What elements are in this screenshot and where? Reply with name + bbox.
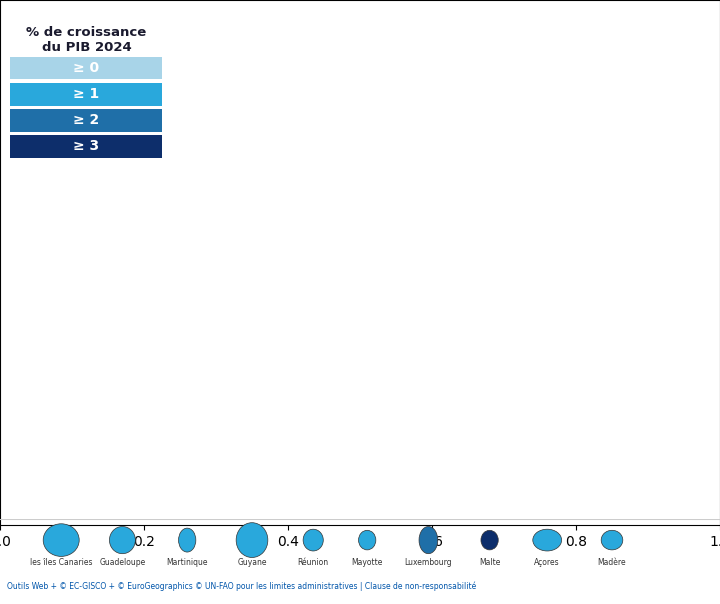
FancyBboxPatch shape (10, 57, 163, 79)
Text: ≥ 1: ≥ 1 (73, 87, 99, 101)
Text: ≥ 3: ≥ 3 (73, 140, 99, 153)
Ellipse shape (236, 522, 268, 557)
Ellipse shape (533, 529, 562, 551)
Ellipse shape (43, 524, 79, 556)
Text: ≥ 2: ≥ 2 (73, 113, 99, 127)
Text: Outils Web + © EC-GISCO + © EuroGeographics © UN-FAO pour les limites administra: Outils Web + © EC-GISCO + © EuroGeograph… (7, 581, 477, 591)
Text: ≥ 0: ≥ 0 (73, 61, 99, 75)
Text: Guadeloupe: Guadeloupe (99, 558, 145, 567)
Ellipse shape (419, 527, 438, 554)
FancyBboxPatch shape (10, 109, 163, 132)
Text: Açores: Açores (534, 558, 560, 567)
Ellipse shape (303, 529, 323, 551)
Text: Guyane: Guyane (238, 558, 266, 567)
Text: Madère: Madère (598, 558, 626, 567)
FancyBboxPatch shape (10, 83, 163, 106)
Text: Luxembourg: Luxembourg (405, 558, 452, 567)
Text: Mayotte: Mayotte (351, 558, 383, 567)
Text: les îles Canaries: les îles Canaries (30, 558, 92, 567)
Text: Martinique: Martinique (166, 558, 208, 567)
Ellipse shape (481, 530, 498, 550)
FancyBboxPatch shape (10, 135, 163, 158)
Ellipse shape (359, 530, 376, 550)
Ellipse shape (179, 528, 196, 552)
Text: Malte: Malte (479, 558, 500, 567)
Text: % de croissance
du PIB 2024: % de croissance du PIB 2024 (26, 25, 147, 54)
Ellipse shape (109, 527, 135, 554)
Ellipse shape (601, 530, 623, 550)
Text: Réunion: Réunion (297, 558, 329, 567)
